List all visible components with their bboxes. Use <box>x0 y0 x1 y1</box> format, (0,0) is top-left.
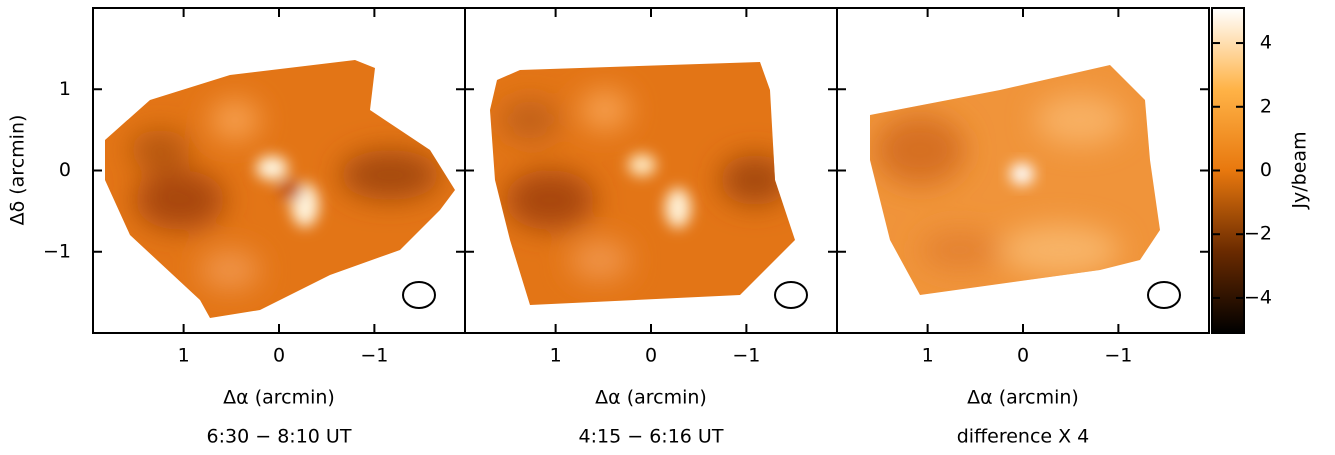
x-axis-label: Δα (arcmin) <box>595 387 707 409</box>
colorbar-tick-label: −4 <box>1244 286 1272 308</box>
colorbar-label: Jy/beam <box>1289 131 1311 209</box>
y-tick-label: 1 <box>59 78 71 100</box>
x-tick-label: 0 <box>1017 345 1029 367</box>
x-tick-label: −1 <box>732 345 760 367</box>
colorbar-tick-label: −2 <box>1244 223 1272 245</box>
caption: 4:15 − 6:16 UT <box>579 426 724 448</box>
x-tick-label: 1 <box>922 345 934 367</box>
caption: difference X 4 <box>957 426 1090 448</box>
x-tick-label: −1 <box>360 345 388 367</box>
y-axis-label: Δδ (arcmin) <box>7 115 29 226</box>
x-axis-label: Δα (arcmin) <box>223 387 335 409</box>
colorbar-tick-label: 0 <box>1260 159 1272 181</box>
x-axis-label: Δα (arcmin) <box>967 387 1079 409</box>
caption: 6:30 − 8:10 UT <box>207 426 352 448</box>
colorbar-tick-label: 2 <box>1260 95 1272 117</box>
map-2 <box>490 62 795 305</box>
x-tick-label: 1 <box>550 345 562 367</box>
x-tick-label: −1 <box>1104 345 1132 367</box>
x-tick-label: 0 <box>273 345 285 367</box>
x-tick-label: 0 <box>645 345 657 367</box>
beams <box>402 281 1181 309</box>
y-tick-label: 0 <box>59 159 71 181</box>
colorbar-tick-label: 4 <box>1260 32 1272 54</box>
x-tick-label: 1 <box>178 345 190 367</box>
y-tick-label: −1 <box>43 240 71 262</box>
